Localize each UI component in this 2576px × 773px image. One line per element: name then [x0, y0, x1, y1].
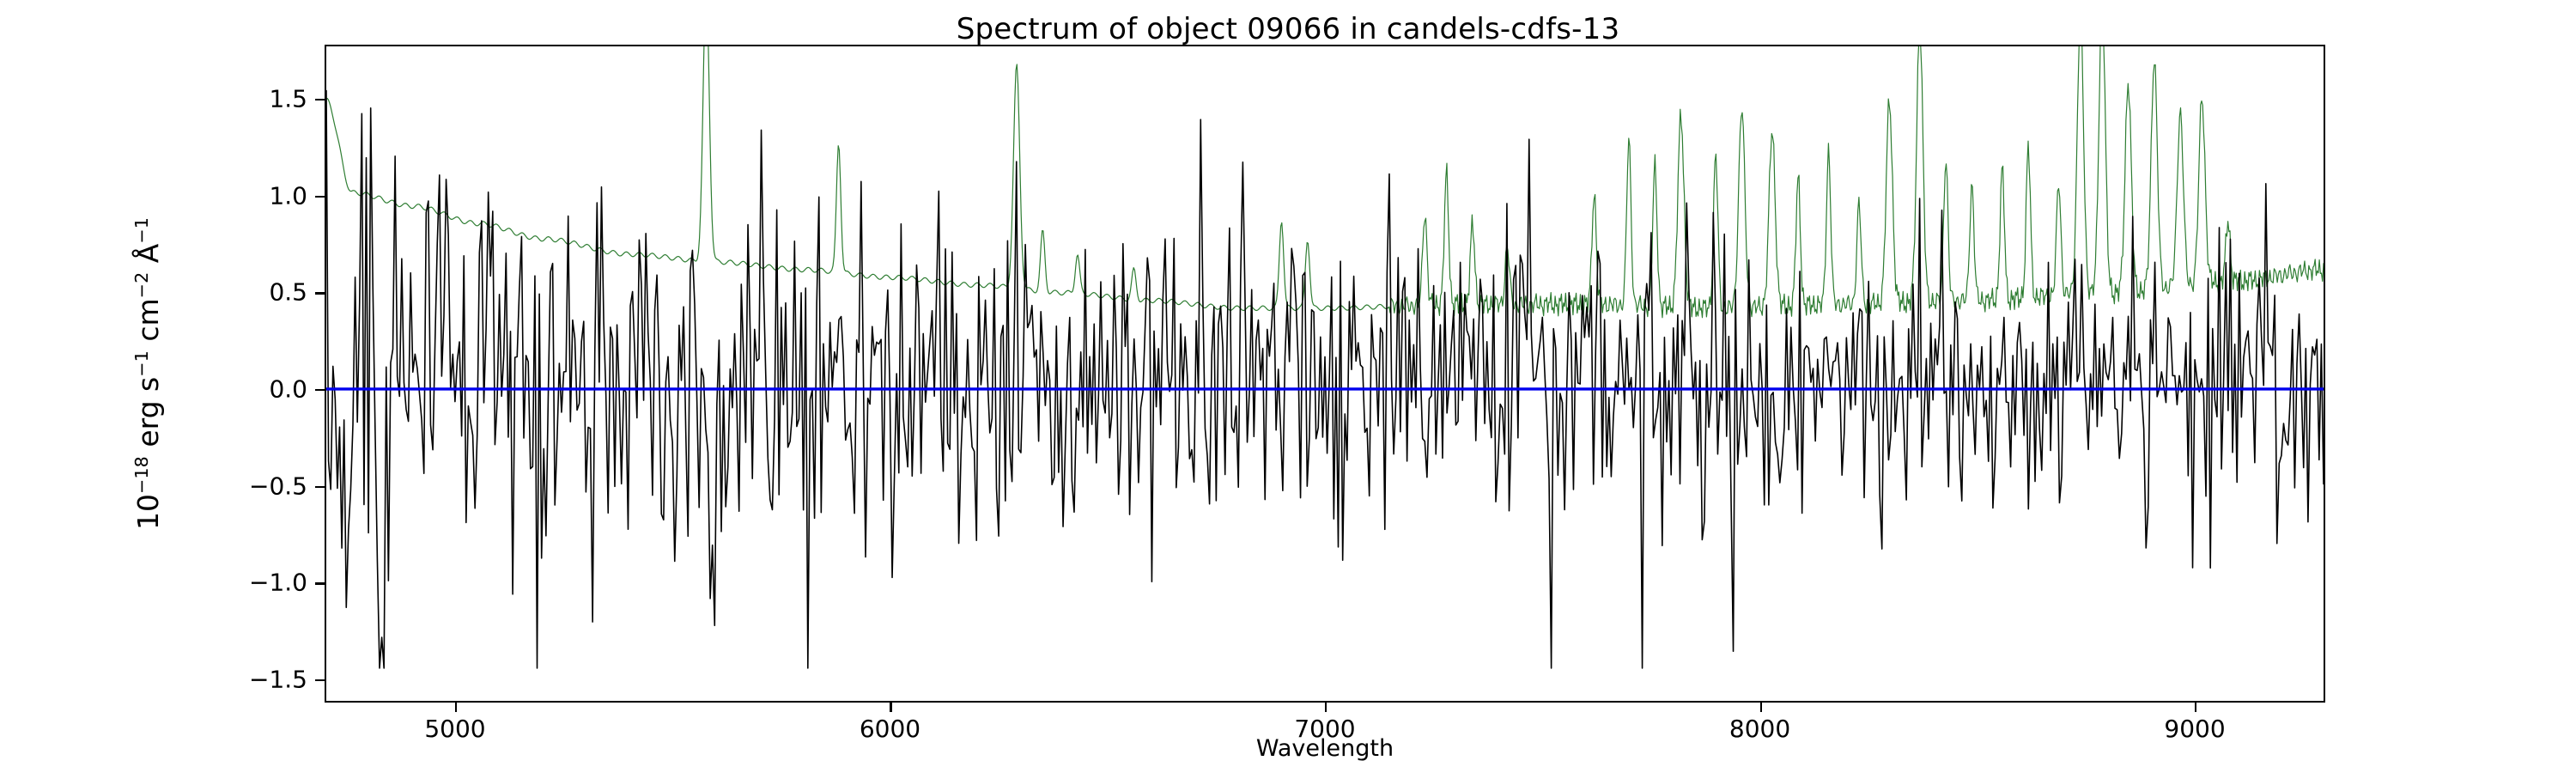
y-tick-label: 1.0 [269, 181, 307, 210]
series-model-contamination [326, 46, 2324, 319]
y-tick-mark [315, 582, 325, 585]
y-axis-label: 10−18 erg s−1 cm−2 Å−1 [131, 216, 165, 531]
x-tick-mark [1759, 703, 1762, 712]
y-tick-label: 1.5 [269, 84, 307, 113]
plot-axes [325, 45, 2325, 703]
y-tick-mark [315, 485, 325, 488]
y-tick-mark [315, 292, 325, 295]
x-tick-mark [2195, 703, 2197, 712]
y-tick-label: 0.0 [269, 374, 307, 404]
x-tick-label: 5000 [424, 715, 486, 743]
series-observed-flux [326, 89, 2324, 669]
x-tick-mark [890, 703, 892, 712]
y-tick-label: −1.0 [249, 568, 307, 597]
x-tick-mark [454, 703, 458, 712]
page-title: Spectrum of object 09066 in candels-cdfs… [956, 12, 1620, 46]
x-tick-label: 6000 [859, 715, 921, 743]
y-tick-label: −1.5 [249, 665, 307, 694]
y-tick-mark [315, 679, 325, 682]
x-tick-mark [1325, 703, 1327, 712]
y-tick-label: 0.5 [269, 277, 307, 307]
x-tick-label: 8000 [1728, 715, 1791, 743]
x-tick-label: 7000 [1294, 715, 1356, 743]
x-tick-label: 9000 [2164, 715, 2226, 743]
y-tick-mark [315, 195, 325, 198]
y-tick-mark [315, 389, 325, 392]
y-tick-mark [315, 99, 325, 101]
spectrum-plot-canvas [326, 46, 2324, 669]
y-tick-label: −0.5 [249, 472, 307, 501]
x-axis-label: Wavelength [1255, 735, 1394, 762]
